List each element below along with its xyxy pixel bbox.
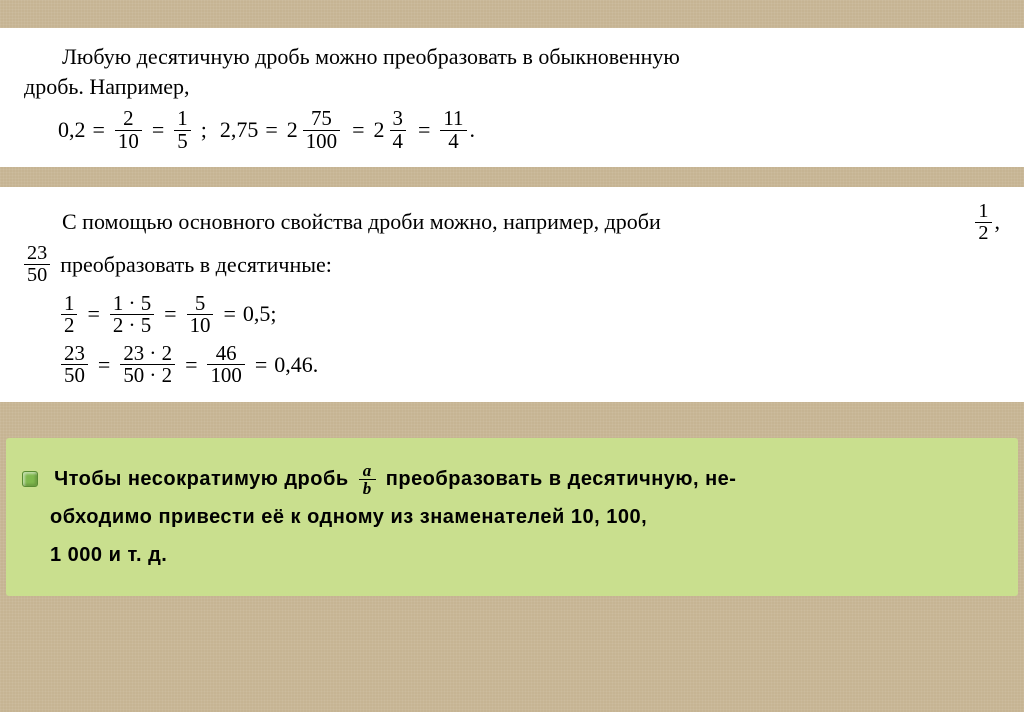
fraction: 510 (187, 293, 214, 337)
paragraph-2-line1: С помощью основного свойства дроби можно… (24, 201, 1000, 243)
fraction: 210 (115, 108, 142, 152)
rule-text-1a: Чтобы несократимую дробь (54, 468, 349, 490)
equals-sign: = (98, 350, 110, 380)
fraction: 15 (174, 108, 190, 152)
sheet-middle: С помощью основного свойства дроби можно… (0, 187, 1024, 402)
text: дробь. Например, (24, 74, 190, 99)
fraction: 114 (440, 108, 466, 152)
comma: , (995, 207, 1001, 237)
equals-sign: = (352, 115, 364, 145)
equals-sign: = (164, 299, 176, 329)
decimal-2: 2,75 (220, 115, 259, 145)
equals-sign: = (93, 115, 105, 145)
equals-sign: = (265, 115, 277, 145)
decimal-1: 0,2 (58, 115, 86, 145)
rule-text-3: 1 000 и т. д. (50, 536, 1000, 574)
equals-sign: = (223, 299, 235, 329)
fraction: 2350 (61, 343, 88, 387)
equals-sign: = (152, 115, 164, 145)
text: С помощью основного свойства дроби можно… (62, 207, 661, 237)
bullet-icon (22, 471, 38, 487)
fraction: 1 · 52 · 5 (110, 293, 154, 337)
inline-fraction: 12 (975, 201, 991, 243)
fraction: 23 · 250 · 2 (120, 343, 175, 387)
paragraph-2-line2: 2350 преобразовать в десятичные: (24, 243, 1000, 285)
side-fraction: 2350 (24, 243, 50, 285)
sheet-top: Любую десятичную дробь можно преобразова… (0, 28, 1024, 167)
decimal-result: 0,46. (274, 350, 318, 380)
period: . (470, 115, 476, 145)
equals-sign: = (185, 350, 197, 380)
equation-1: 0,2 = 210 = 15 ; 2,75 = 2 75100 = 2 34 =… (58, 108, 1000, 152)
equation-a: 12 = 1 · 52 · 5 = 510 = 0,5; (58, 293, 1000, 337)
equals-sign: = (87, 299, 99, 329)
fraction: 46100 (207, 343, 244, 387)
rule-text-1b: преобразовать в десятичную, не- (386, 468, 737, 490)
rule-fraction: ab (359, 462, 376, 498)
paragraph-1: Любую десятичную дробь можно преобразова… (24, 42, 1000, 72)
equals-sign: = (255, 350, 267, 380)
equation-b: 2350 = 23 · 250 · 2 = 46100 = 0,46. (58, 343, 1000, 387)
paragraph-1b: дробь. Например, (24, 72, 1000, 102)
text: Любую десятичную дробь можно преобразова… (62, 44, 680, 69)
mixed-number: 2 75100 (287, 108, 343, 152)
equals-sign: = (418, 115, 430, 145)
mixed-number: 2 34 (374, 108, 409, 152)
text: преобразовать в десятичные: (60, 250, 332, 280)
rule-text-2: обходимо привести её к одному из знамена… (50, 498, 1000, 536)
semicolon: ; (201, 115, 207, 145)
rule-box: Чтобы несократимую дробь ab преобразоват… (6, 438, 1018, 596)
fraction: 12 (61, 293, 77, 337)
decimal-result: 0,5; (243, 299, 277, 329)
